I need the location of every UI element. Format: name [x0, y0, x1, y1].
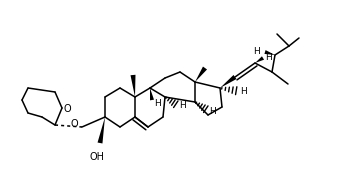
Text: H: H: [154, 100, 161, 108]
Text: H: H: [265, 53, 272, 61]
Polygon shape: [150, 88, 154, 100]
Text: H: H: [240, 87, 247, 95]
Polygon shape: [264, 50, 275, 55]
Text: H: H: [179, 101, 186, 111]
Text: OH: OH: [89, 152, 105, 162]
Polygon shape: [255, 56, 264, 63]
Text: O: O: [63, 104, 71, 114]
Polygon shape: [130, 75, 136, 97]
Text: H: H: [209, 107, 216, 115]
Text: H: H: [253, 47, 260, 55]
Polygon shape: [98, 117, 105, 144]
Polygon shape: [220, 75, 236, 88]
Text: O: O: [70, 119, 78, 129]
Polygon shape: [195, 67, 207, 82]
